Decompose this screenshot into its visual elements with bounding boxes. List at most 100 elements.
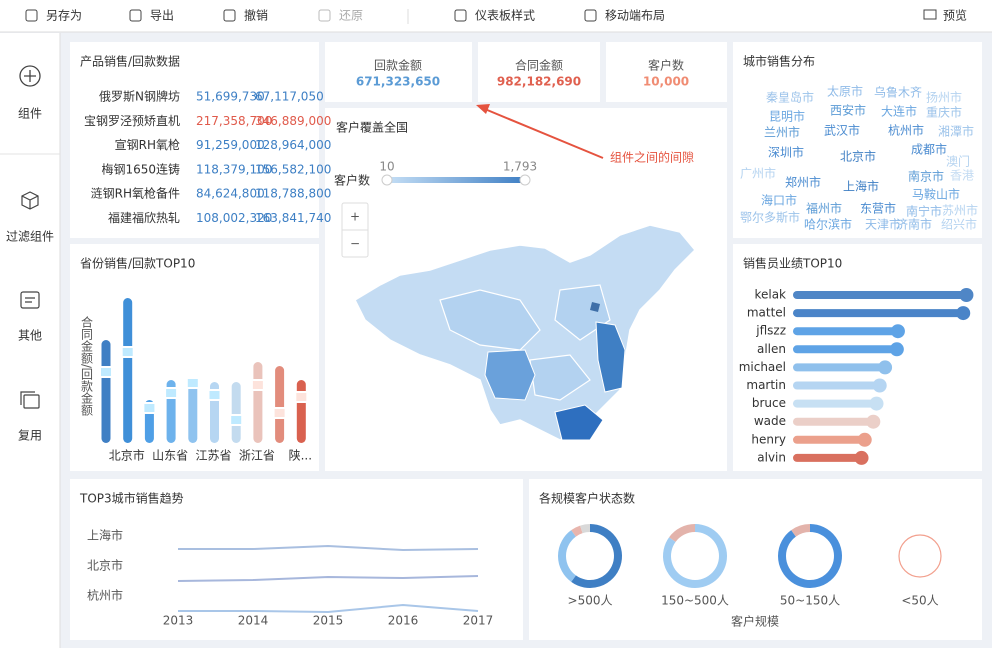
payment-marker [294, 391, 309, 403]
row-sales: 118,379,100 [196, 162, 272, 176]
trend-line [178, 604, 479, 613]
kpi-card [478, 42, 600, 102]
row-payment: 118,788,800 [255, 187, 331, 201]
toolbar-item[interactable]: 预览 [943, 8, 967, 23]
sidebar-item[interactable]: 复用 [18, 429, 42, 443]
row-name: 宝钢罗泾预矫直机 [84, 113, 180, 128]
sidebar-item[interactable]: 其他 [18, 329, 42, 343]
row-payment: 346,889,000 [255, 114, 331, 128]
bar [793, 363, 886, 372]
word: 哈尔滨市 [804, 217, 852, 232]
row-payment: 128,964,000 [255, 138, 331, 152]
x-axis-label: 客户规模 [731, 614, 779, 629]
toolbar-item[interactable]: 另存为 [46, 9, 82, 23]
word: 杭州市 [888, 123, 924, 138]
word: 澳门 [946, 154, 970, 169]
donut-segment [791, 524, 811, 537]
other-icon[interactable] [20, 291, 40, 309]
y-tick-label: jflszz [755, 324, 786, 338]
kpi-label: 客户数 [648, 58, 684, 73]
row-payment: 67,117,050 [255, 90, 324, 104]
bar-end [959, 288, 974, 302]
legend-min: 10 [379, 160, 394, 174]
y-axis-label: 合同金额/回款金额 [80, 315, 94, 417]
donut-segment [571, 525, 583, 537]
word: 大连市 [881, 104, 917, 119]
word: 成都市 [911, 142, 947, 157]
toolbar-icon [223, 9, 236, 22]
toolbar-item[interactable]: 仪表板样式 [475, 8, 535, 23]
row-name: 涟钢RH氧枪备件 [91, 186, 180, 201]
word: 鄂尔多斯市 [740, 210, 800, 225]
series-label: 杭州市 [87, 588, 123, 603]
toolbar [0, 0, 992, 32]
word: 福州市 [806, 201, 842, 216]
word: 广州市 [740, 166, 776, 181]
zoom-out[interactable]: − [350, 237, 360, 251]
annotation: 组件之间的间隙 [610, 150, 694, 165]
row-name: 福建福欣热轧 [108, 210, 180, 225]
y-tick-label: henry [751, 432, 786, 446]
donut-segment [778, 524, 842, 588]
payment-marker [229, 414, 244, 426]
toolbar-item[interactable]: 撤销 [244, 8, 268, 23]
donut-segment [558, 530, 577, 582]
row-name: 宣钢RH氧枪 [115, 137, 180, 152]
row-name: 俄罗斯N钢牌坊 [99, 89, 180, 104]
map-provinces [439, 284, 611, 401]
payment-marker [272, 407, 287, 419]
add-icon-plus [24, 70, 36, 82]
word: 北京市 [840, 149, 876, 164]
word: 重庆市 [926, 105, 962, 120]
legend-handle[interactable] [519, 174, 531, 186]
word: 东营市 [860, 201, 896, 216]
bar-end [857, 432, 872, 447]
word: 绍兴市 [941, 217, 977, 232]
toolbar-item[interactable]: 移动端布局 [605, 9, 665, 23]
x-tick-label: 陕... [289, 448, 312, 463]
kpi-value: 982,182,690 [497, 75, 581, 89]
word: 兰州市 [764, 125, 800, 140]
payment-marker [250, 379, 265, 391]
sidebar-item[interactable]: 过滤组件 [6, 230, 54, 244]
other-icon-lines [25, 297, 35, 303]
sidebar-item[interactable]: 组件 [18, 107, 42, 121]
word: 上海市 [843, 179, 879, 194]
bar [188, 378, 198, 443]
toolbar-item[interactable]: 还原 [339, 9, 363, 23]
add-icon[interactable] [19, 65, 41, 87]
y-tick-label: bruce [752, 396, 786, 410]
toolbar-icon [454, 9, 467, 22]
x-tick-label: 2017 [463, 614, 494, 628]
donut-segment [571, 524, 622, 588]
x-tick-label: >500人 [568, 594, 613, 608]
zoom-in[interactable]: + [350, 210, 360, 224]
sidebar [0, 33, 60, 648]
bar-end [890, 324, 905, 339]
x-tick-label: <50人 [901, 594, 938, 608]
filter-icon[interactable] [21, 191, 39, 210]
bar [231, 382, 241, 443]
legend-handle[interactable] [381, 174, 393, 186]
trend-line [178, 545, 479, 551]
x-tick-label: 2015 [313, 614, 344, 628]
x-tick-label: 江苏省 [195, 449, 231, 463]
bar [793, 399, 877, 408]
payment-marker [207, 389, 222, 401]
bar-end [956, 306, 971, 321]
bar [296, 380, 306, 443]
toolbar-item[interactable]: 导出 [150, 9, 174, 23]
y-tick-label: wade [754, 414, 786, 428]
legend-max: 1,793 [503, 160, 537, 174]
map-province-dark [554, 404, 604, 441]
row-name: 梅钢1650连铸 [101, 161, 180, 176]
bar-end [878, 360, 893, 375]
y-tick-label: martin [746, 378, 786, 392]
toolbar-icon [584, 9, 597, 22]
toolbar-icon [129, 9, 142, 22]
word: 郑州市 [785, 175, 821, 190]
x-tick-label: 浙江省 [239, 449, 275, 463]
preview-icon [923, 9, 937, 20]
reuse-icon[interactable] [23, 394, 40, 409]
